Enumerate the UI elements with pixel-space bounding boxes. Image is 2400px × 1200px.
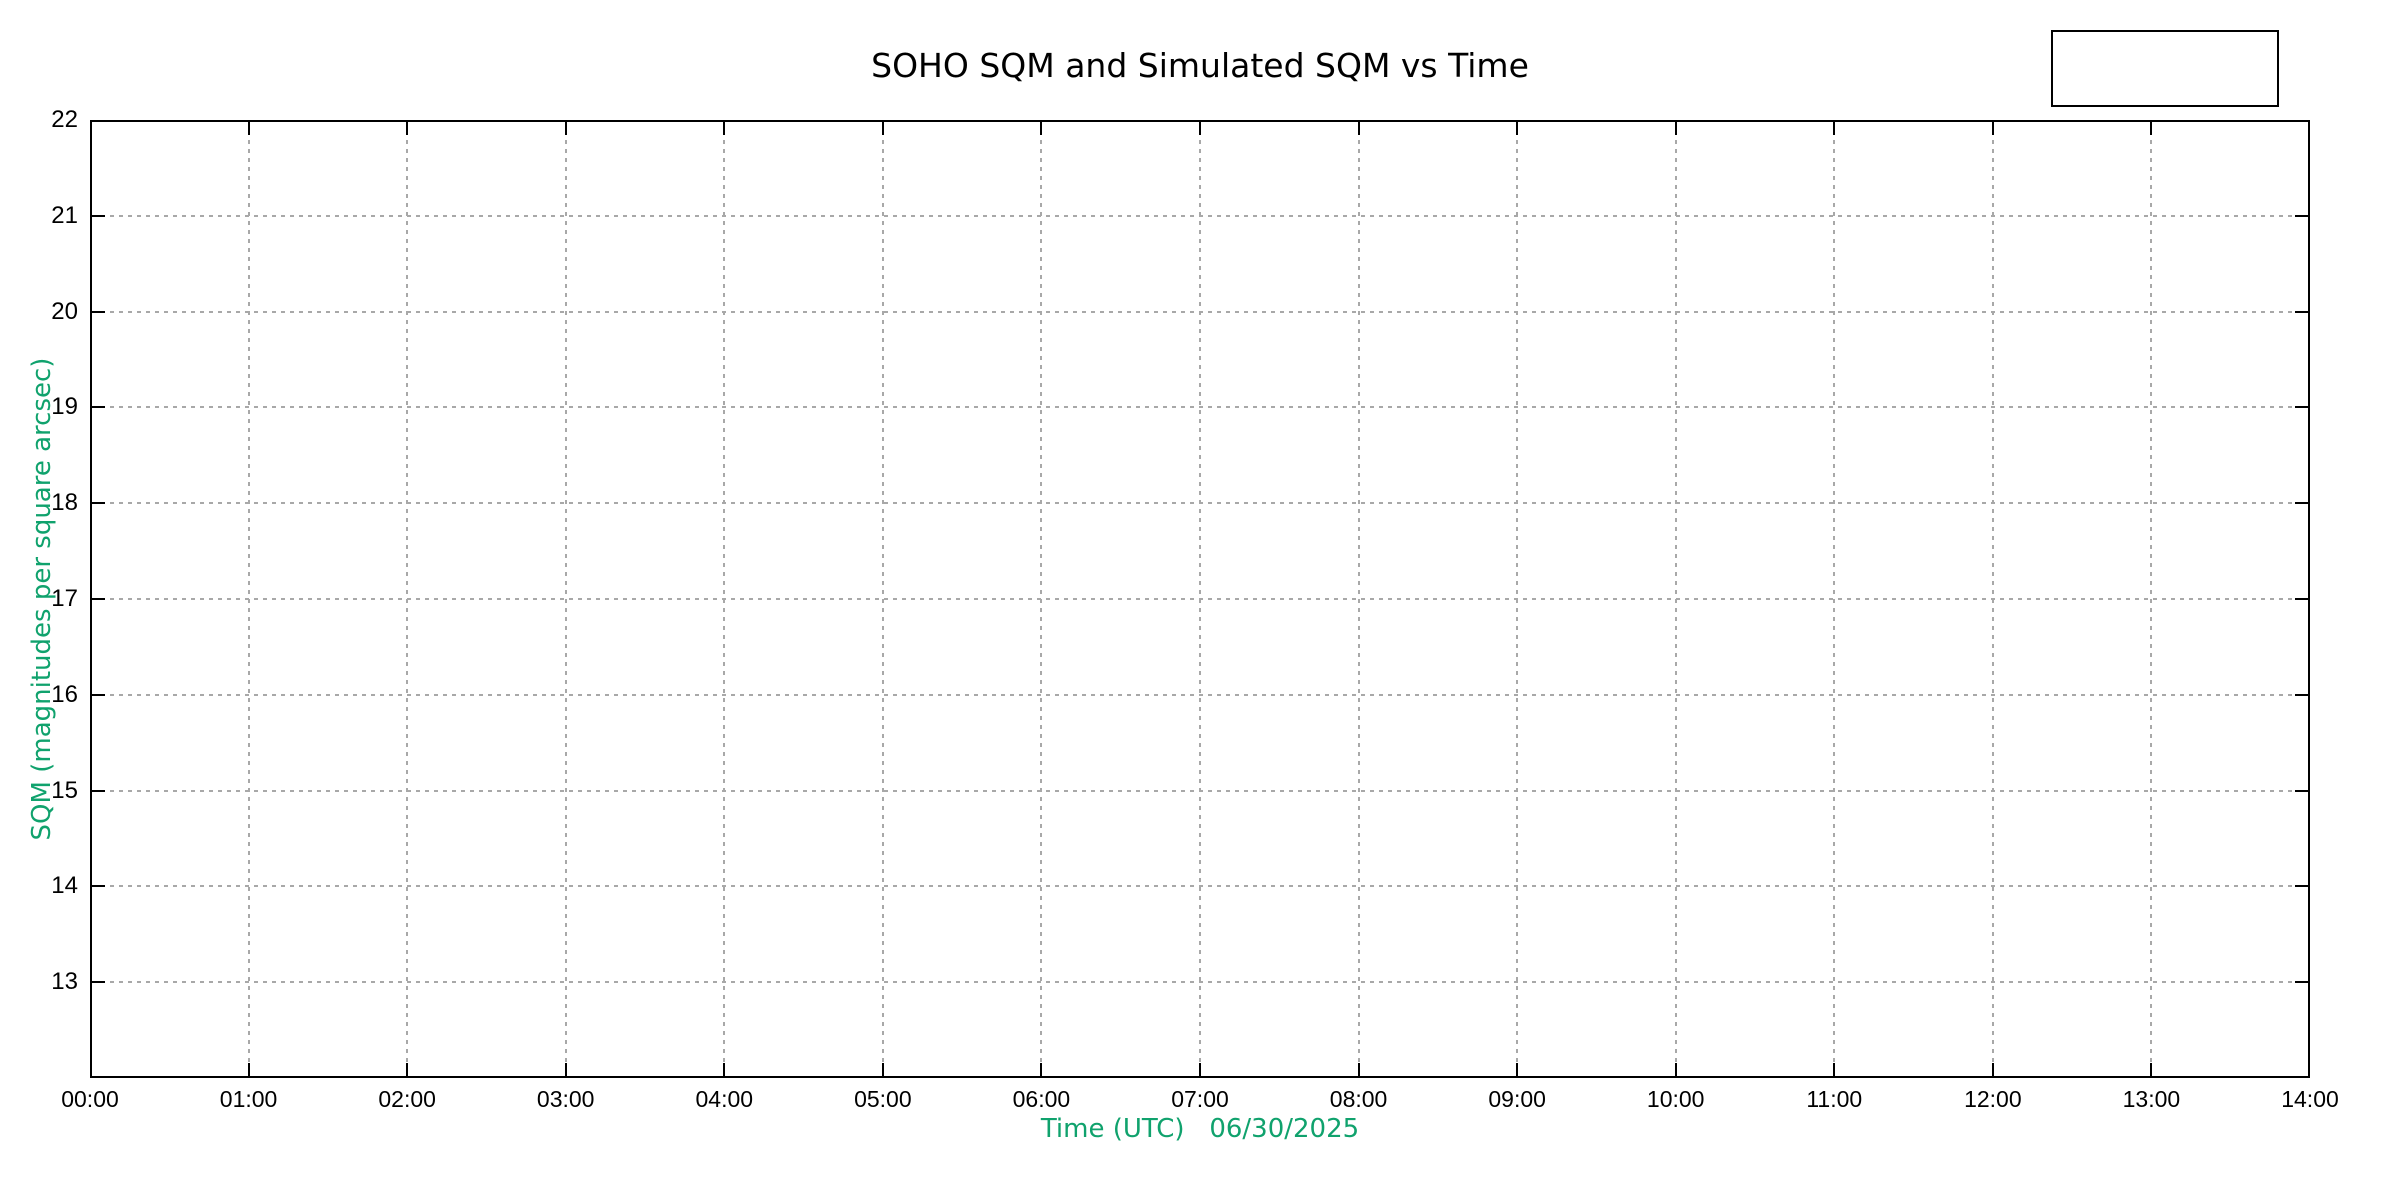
y-tick-left [92, 406, 105, 409]
y-grid-line [92, 406, 2308, 409]
y-tick-right [2295, 789, 2308, 792]
x-tick-top [247, 122, 250, 135]
x-tick-top [881, 122, 884, 135]
x-tick-top [1357, 122, 1360, 135]
y-tick-label: 22 [51, 106, 78, 133]
y-tick-left [92, 981, 105, 984]
x-tick-top [1040, 122, 1043, 135]
y-tick-left [92, 693, 105, 696]
x-tick-label: 13:00 [2122, 1086, 2181, 1112]
y-tick-label: 14 [51, 872, 78, 900]
y-tick-left [92, 502, 105, 505]
y-grid-line [92, 789, 2308, 792]
y-tick-label: 21 [51, 201, 78, 229]
x-tick-bottom [1674, 1063, 1677, 1076]
x-tick-bottom [1516, 1063, 1519, 1076]
x-tick-bottom [406, 1063, 409, 1076]
x-tick-label: 04:00 [695, 1086, 754, 1112]
x-tick-label: 01:00 [219, 1086, 278, 1112]
x-tick-bottom [1040, 1063, 1043, 1076]
y-tick-right [2295, 502, 2308, 505]
x-tick-top [1199, 122, 1201, 135]
x-tick-label: 10:00 [1646, 1086, 1705, 1112]
x-tick-label: 03:00 [536, 1086, 595, 1112]
chart-title: SOHO SQM and Simulated SQM vs Time [871, 46, 1529, 85]
y-tick-label: 20 [51, 297, 78, 325]
x-tick-bottom [247, 1063, 250, 1076]
x-tick-label: 12:00 [1964, 1086, 2022, 1112]
y-tick-right [2295, 885, 2308, 888]
x-tick-bottom [1833, 1063, 1836, 1076]
x-tick-top [564, 122, 567, 135]
x-tick-top [1833, 122, 1836, 135]
y-tick-left [92, 214, 105, 217]
y-tick-right [2295, 598, 2308, 600]
y-tick-label: 15 [51, 776, 78, 804]
x-tick-top [723, 122, 726, 135]
plot-area [90, 120, 2310, 1078]
x-tick-top [1674, 122, 1677, 135]
x-tick-bottom [723, 1063, 726, 1076]
y-tick-label: 19 [51, 393, 78, 421]
x-tick-bottom [1199, 1063, 1201, 1076]
x-tick-label: 05:00 [854, 1086, 912, 1112]
x-tick-label: 06:00 [1012, 1086, 1071, 1112]
x-tick-label: 02:00 [378, 1086, 436, 1112]
x-tick-label: 00:00 [61, 1086, 119, 1112]
y-grid-line [92, 981, 2308, 984]
x-tick-bottom [1991, 1063, 1994, 1076]
x-tick-top [1991, 122, 1994, 135]
y-tick-label: 16 [51, 680, 78, 708]
y-grid-line [92, 310, 2308, 313]
y-grid-line [92, 502, 2308, 505]
x-tick-label: 14:00 [2281, 1086, 2339, 1112]
y-grid-line [92, 885, 2308, 888]
y-tick-label: 17 [51, 585, 78, 612]
y-axis-label: SQM (magnitudes per square arcsec) [27, 357, 57, 841]
x-tick-top [2150, 122, 2153, 135]
y-tick-right [2295, 693, 2308, 696]
x-axis-label: Time (UTC) 06/30/2025 [1040, 1114, 1360, 1144]
y-tick-label: 13 [51, 968, 78, 996]
legend-box [2051, 30, 2279, 107]
x-tick-label: 08:00 [1329, 1086, 1388, 1112]
x-tick-label: 09:00 [1488, 1086, 1546, 1112]
x-tick-bottom [881, 1063, 884, 1076]
y-tick-left [92, 310, 105, 313]
y-tick-right [2295, 981, 2308, 984]
x-tick-top [406, 122, 409, 135]
y-grid-line [92, 693, 2308, 696]
x-tick-label: 11:00 [1806, 1086, 1863, 1112]
y-grid-line [92, 214, 2308, 217]
x-tick-bottom [2150, 1063, 2153, 1076]
y-grid-line [92, 598, 2308, 600]
y-tick-right [2295, 214, 2308, 217]
x-tick-top [1516, 122, 1519, 135]
x-tick-bottom [564, 1063, 567, 1076]
x-tick-bottom [1357, 1063, 1360, 1076]
y-tick-label: 18 [51, 489, 78, 517]
y-tick-left [92, 789, 105, 792]
y-tick-right [2295, 310, 2308, 313]
y-tick-left [92, 598, 105, 600]
x-tick-label: 07:00 [1171, 1086, 1229, 1112]
y-tick-right [2295, 406, 2308, 409]
y-tick-left [92, 885, 105, 888]
